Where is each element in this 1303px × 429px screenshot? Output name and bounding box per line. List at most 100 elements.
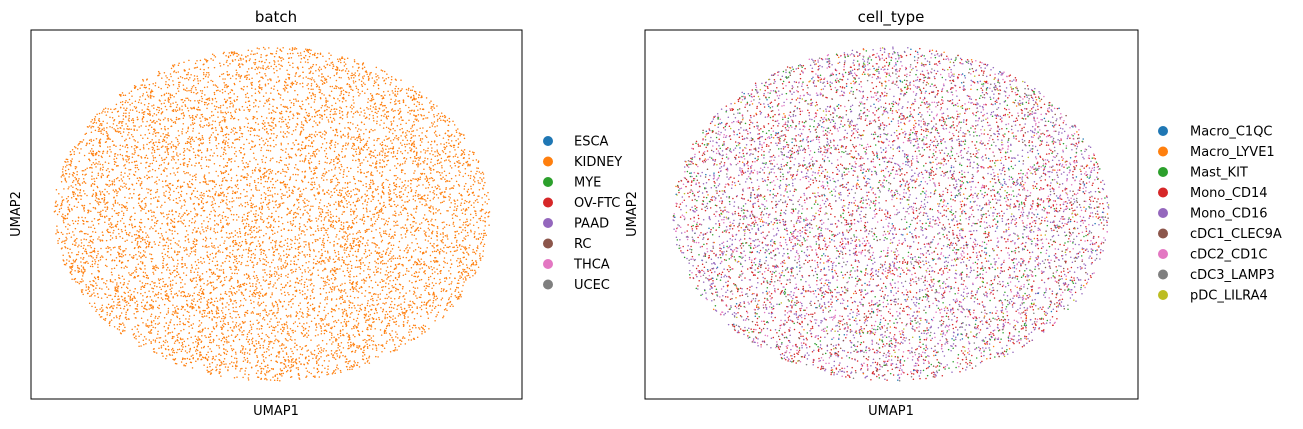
scatter-point [219,297,222,299]
scatter-point [107,168,109,170]
scatter-point [266,323,269,325]
scatter-point [213,180,215,182]
scatter-point [358,189,360,191]
scatter-point [176,104,179,106]
scatter-point [210,301,213,303]
scatter-point [229,278,231,281]
scatter-point [235,362,238,364]
scatter-point [330,108,333,111]
scatter-point [344,197,346,200]
scatter-point [333,74,336,77]
scatter-point [360,80,363,82]
scatter-point [215,325,218,328]
scatter-point [75,242,77,244]
scatter-point [186,77,188,80]
scatter-point [257,360,260,362]
scatter-point [354,72,356,74]
scatter-point [269,159,272,162]
scatter-point [163,257,165,260]
scatter-point [183,154,185,157]
scatter-point [417,113,420,116]
scatter-point [390,75,393,78]
scatter-point [182,101,184,104]
scatter-point [435,208,437,210]
scatter-point [378,154,381,156]
scatter-point [97,266,99,269]
scatter-point [407,87,410,90]
scatter-point [298,361,301,363]
scatter-point [236,333,239,336]
scatter-point [199,181,201,184]
scatter-point [157,141,160,144]
scatter-point [138,111,141,114]
scatter-point [453,124,456,126]
scatter-point [433,307,436,309]
scatter-point [482,255,484,258]
scatter-point [274,244,277,247]
scatter-point [145,196,147,199]
scatter-point [289,210,291,213]
scatter-point [102,166,104,169]
scatter-point [192,229,195,231]
scatter-point [286,69,288,72]
scatter-point [278,257,281,259]
scatter-point [174,276,176,278]
scatter-point [97,130,100,132]
scatter-point [335,236,337,238]
scatter-point [348,304,351,306]
scatter-point [454,149,456,151]
scatter-point [431,218,433,220]
scatter-point [412,195,415,197]
scatter-point [395,167,398,170]
scatter-point [377,303,380,305]
scatter-point [308,92,311,94]
scatter-point [111,180,113,183]
scatter-point [207,256,210,259]
scatter-point [357,88,360,91]
scatter-point [303,231,305,233]
scatter-point [202,229,204,231]
scatter-point [438,162,441,164]
scatter-point [127,295,130,297]
scatter-point [319,257,321,260]
scatter-point [446,262,449,265]
scatter-point [415,222,417,224]
scatter-point [405,158,408,160]
scatter-point [118,179,121,182]
scatter-point [220,221,222,223]
scatter-point [396,349,398,351]
scatter-point [221,217,224,219]
scatter-point [338,217,340,220]
scatter-point [225,248,228,251]
scatter-point [344,144,347,146]
scatter-point [199,232,202,235]
scatter-point [116,328,119,330]
scatter-point [344,282,346,285]
scatter-point [224,240,226,242]
scatter-point [309,66,312,69]
scatter-point [109,146,111,148]
scatter-point [260,370,263,372]
scatter-point [377,252,380,255]
scatter-point [193,222,196,224]
scatter-point [457,291,460,294]
scatter-point [303,240,305,243]
scatter-point [254,248,257,251]
scatter-point [355,221,358,224]
scatter-point [184,172,186,175]
scatter-point [265,99,268,102]
scatter-point [436,114,438,117]
scatter-point [204,239,207,242]
scatter-point [242,294,245,296]
scatter-point [283,244,285,247]
scatter-point [433,295,436,298]
scatter-point [468,157,470,160]
scatter-point [183,162,186,164]
scatter-point [164,99,166,101]
scatter-point [243,330,245,332]
scatter-point [283,323,286,325]
scatter-point [148,125,150,127]
scatter-point [93,227,96,230]
scatter-point [172,102,174,104]
scatter-point [170,222,172,224]
